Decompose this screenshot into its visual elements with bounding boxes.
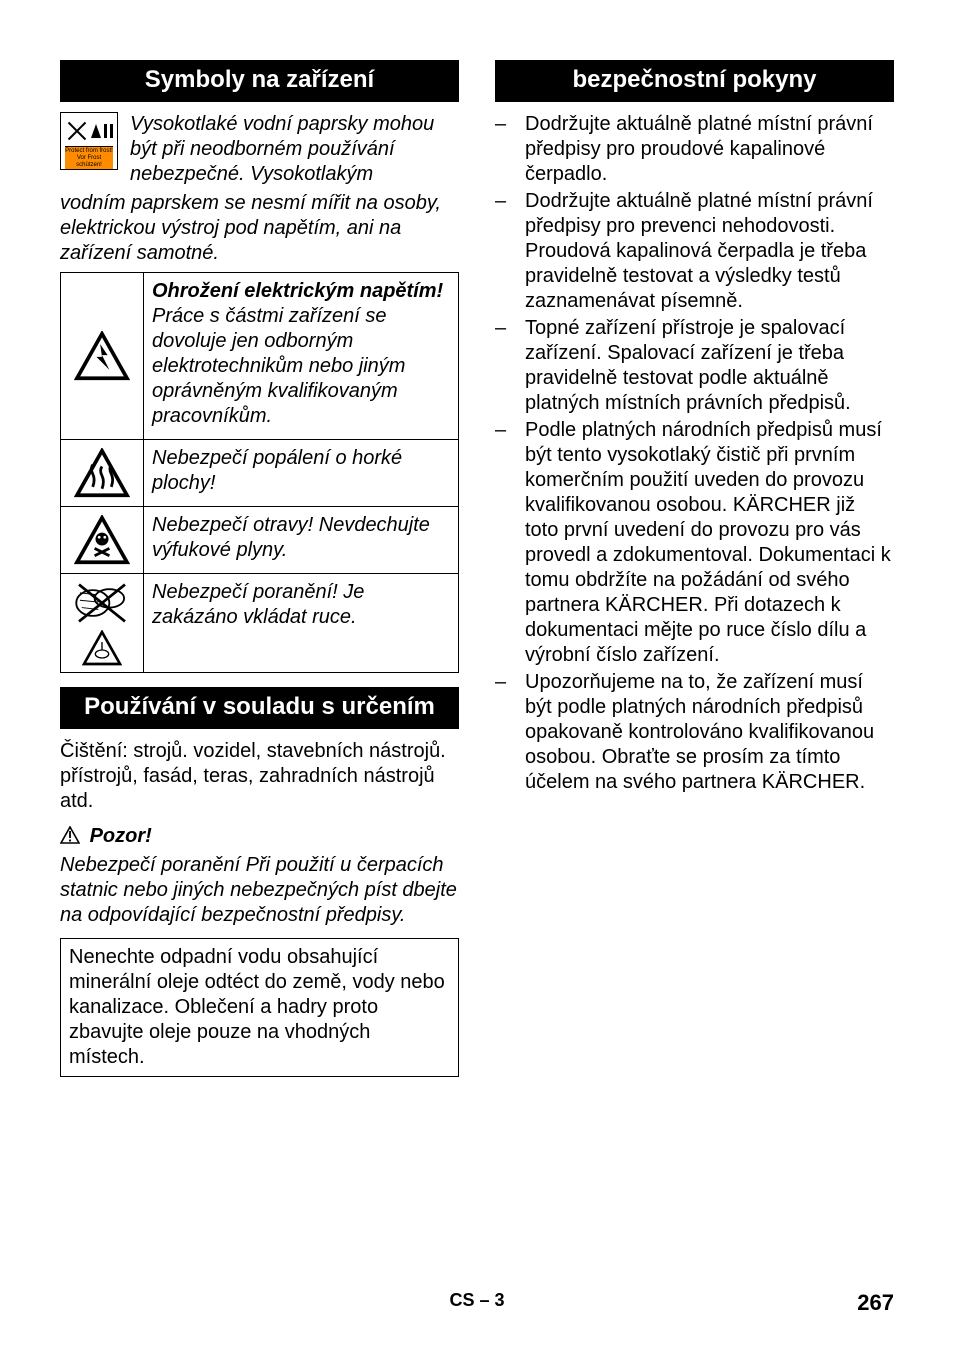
frost-icon-label: Protect from frost! Vor Frost schützen!: [65, 146, 113, 169]
frost-warning-icon: Protect from frost! Vor Frost schützen!: [60, 112, 118, 170]
hand-hazard-icon: [61, 574, 144, 673]
row-text: Ohrožení elektrickým napětím! Práce s čá…: [144, 273, 459, 440]
electric-hazard-icon: [61, 273, 144, 440]
row-text: Nebezpečí otravy! Nevdechujte výfukové p…: [144, 507, 459, 574]
footer-center: CS – 3: [449, 1290, 504, 1311]
list-item: –Dodržujte aktuálně platné místní právní…: [495, 112, 894, 187]
row-text: Nebezpečí poranění! Je zakázáno vkládat …: [144, 574, 459, 673]
row-bold: Ohrožení elektrickým napětím!: [152, 280, 443, 302]
intro-block: Protect from frost! Vor Frost schützen! …: [60, 112, 459, 187]
warning-label: Pozor!: [90, 825, 152, 847]
safety-list: –Dodržujte aktuálně platné místní právní…: [495, 112, 894, 795]
list-item: –Upozorňujeme na to, že zařízení musí bý…: [495, 670, 894, 795]
section-header-symbols: Symboly na zařízení: [60, 60, 459, 102]
table-row: Ohrožení elektrickým napětím! Práce s čá…: [61, 273, 459, 440]
section-header-safety: bezpečnostní pokyny: [495, 60, 894, 102]
list-item: –Topné zařízení přístroje je spalovací z…: [495, 316, 894, 416]
row-text: Nebezpečí popálení o horké plochy!: [144, 440, 459, 507]
usage-paragraph: Čištění: strojů. vozidel, stavebních nás…: [60, 739, 459, 814]
intro-text-first: Vysokotlaké vodní paprsky mohou být při …: [130, 112, 459, 187]
table-row: Nebezpečí otravy! Nevdechujte výfukové p…: [61, 507, 459, 574]
warning-text: Nebezpečí poranění Při použití u čerpací…: [60, 853, 459, 928]
symbol-table: Ohrožení elektrickým napětím! Práce s čá…: [60, 272, 459, 673]
two-column-layout: Symboly na zařízení Protect from frost! …: [60, 60, 894, 1077]
left-column: Symboly na zařízení Protect from frost! …: [60, 60, 459, 1077]
table-row: Nebezpečí poranění! Je zakázáno vkládat …: [61, 574, 459, 673]
list-item: –Podle platných národních předpisů musí …: [495, 418, 894, 668]
warning-triangle-icon: [60, 826, 80, 851]
page: Symboly na zařízení Protect from frost! …: [0, 0, 954, 1354]
toxic-hazard-icon: [61, 507, 144, 574]
intro-text-rest: vodním paprskem se nesmí mířit na osoby,…: [60, 191, 459, 266]
row-rest: Práce s částmi zařízení se dovoluje jen …: [152, 305, 405, 427]
table-row: Nebezpečí popálení o horké plochy!: [61, 440, 459, 507]
hot-surface-icon: [61, 440, 144, 507]
right-column: bezpečnostní pokyny –Dodržujte aktuálně …: [495, 60, 894, 1077]
section-header-usage: Používání v souladu s určením: [60, 687, 459, 729]
list-item: –Dodržujte aktuálně platné místní právní…: [495, 189, 894, 314]
warning-heading: Pozor!: [60, 824, 459, 851]
footer-page-number: 267: [857, 1290, 894, 1316]
page-footer: CS – 3 267: [60, 1290, 894, 1316]
note-box: Nenechte odpadní vodu obsahující minerál…: [60, 938, 459, 1077]
